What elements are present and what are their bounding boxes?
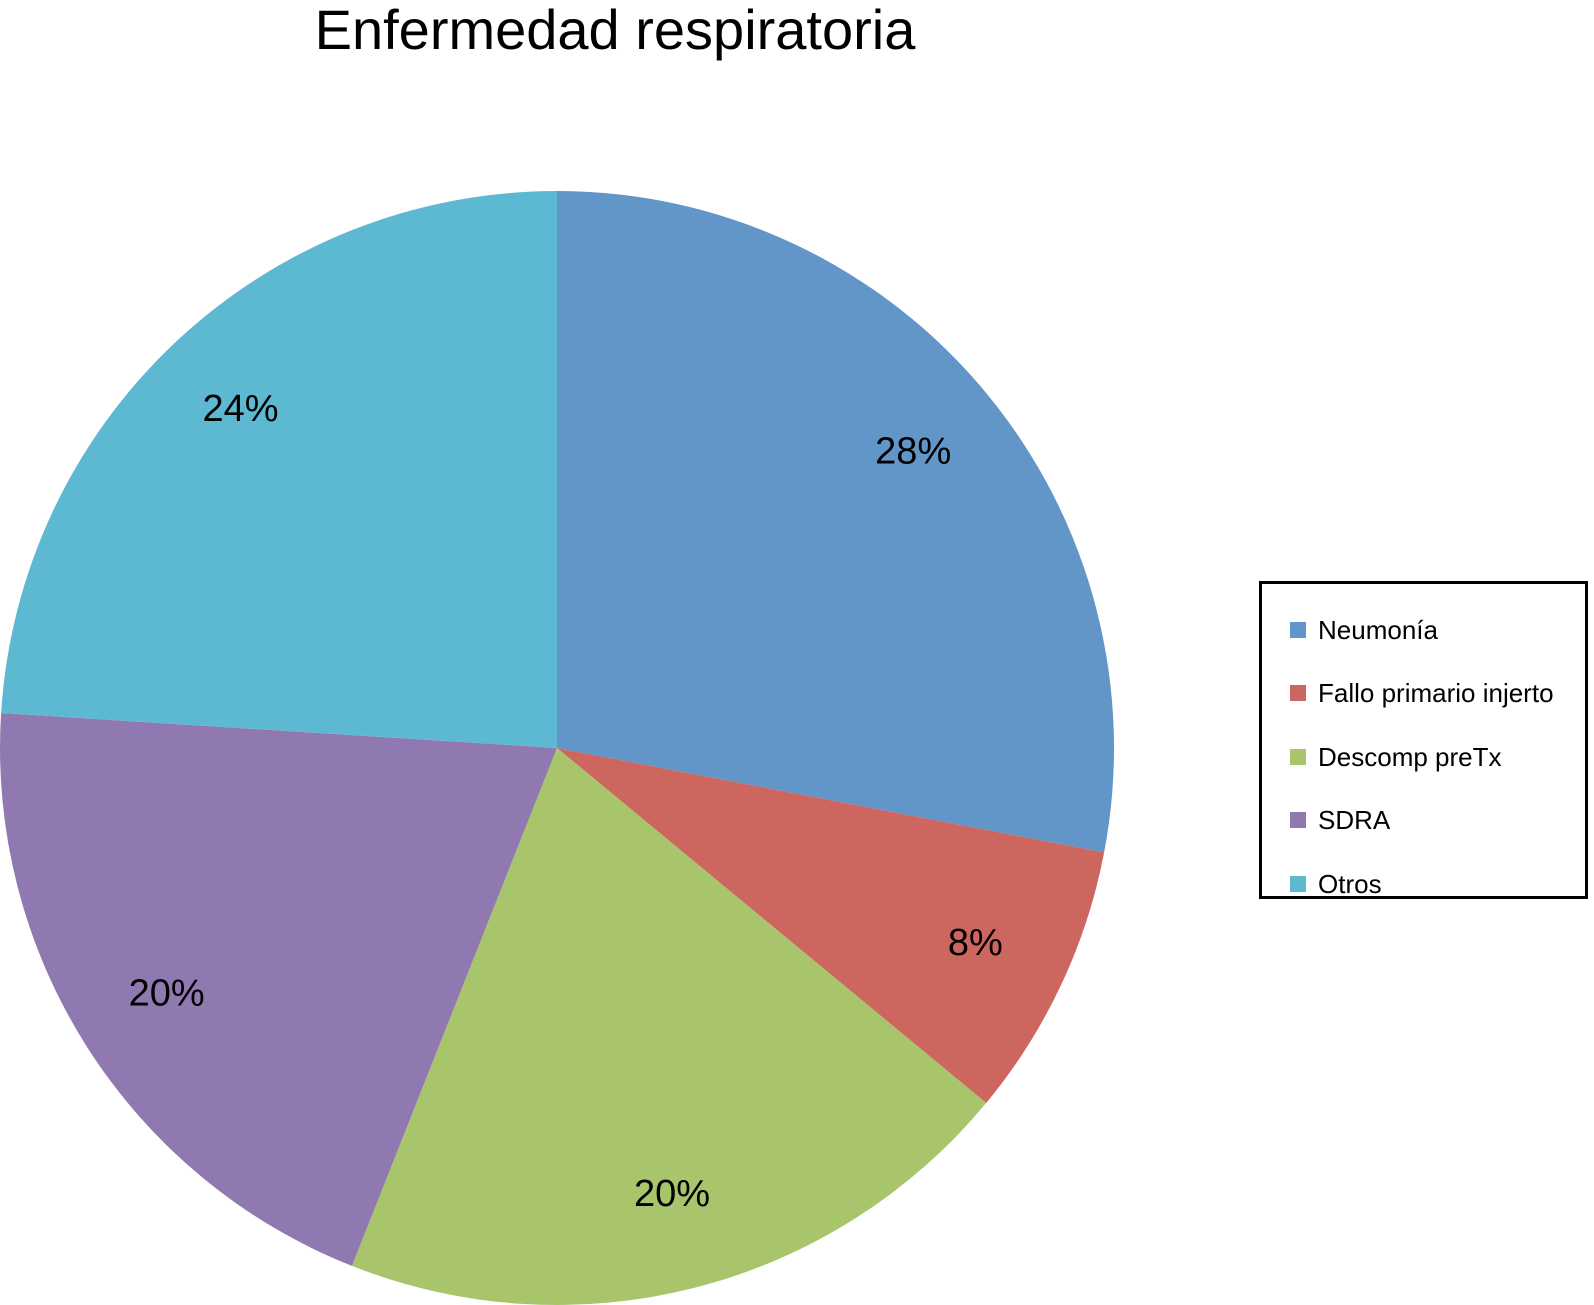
pie-slice-otros (1, 190, 557, 749)
legend-label: Otros (1318, 868, 1382, 899)
legend-swatch-icon (1290, 621, 1306, 638)
pie-slices (0, 190, 1114, 1305)
pie-slice-sdra (0, 713, 557, 1266)
legend-label: Descomp preTx (1318, 741, 1502, 772)
legend-item-neumonia: Neumonía (1290, 598, 1585, 662)
slice-value-label-otros: 24% (202, 388, 278, 430)
legend-item-sdra: SDRA (1290, 789, 1585, 853)
legend-item-descomp-pretx: Descomp preTx (1290, 725, 1585, 789)
legend: Neumonía Fallo primario injerto Descomp … (1259, 581, 1588, 899)
pie-slice-fallo-primario-injerto (557, 748, 1105, 1104)
slice-value-label-neumonia: 28% (875, 430, 951, 472)
legend-label: SDRA (1318, 805, 1391, 836)
chart-title: Enfermedad respiratoria (314, 0, 916, 61)
legend-swatch-icon (1290, 812, 1306, 829)
legend-label: Neumonía (1318, 614, 1438, 645)
legend-label: Fallo primario injerto (1318, 678, 1554, 709)
pie-slice-neumonia (557, 191, 1114, 853)
pie-slice-descomp-pretx (351, 748, 987, 1305)
legend-swatch-icon (1290, 748, 1306, 765)
legend-swatch-icon (1290, 685, 1306, 702)
slice-value-label-descomp-pretx: 20% (634, 1173, 710, 1215)
slice-value-label-sdra: 20% (129, 973, 205, 1015)
pie-value-labels: 28% 8% 20% 20% 24% (129, 388, 1003, 1215)
legend-swatch-icon (1290, 875, 1306, 892)
slice-value-label-fallo-primario-injerto: 8% (948, 922, 1003, 964)
legend-item-fallo-primario-injerto: Fallo primario injerto (1290, 662, 1585, 726)
legend-item-otros: Otros (1290, 852, 1585, 916)
